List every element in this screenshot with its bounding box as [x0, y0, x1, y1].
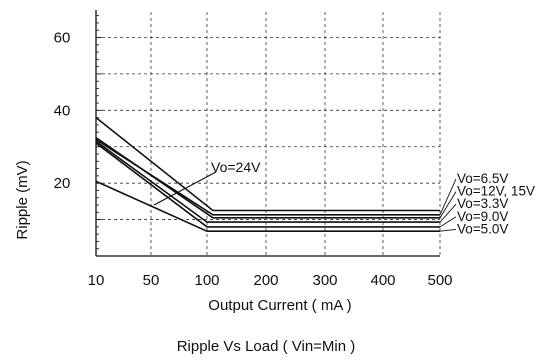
axes-layer: 10 50 100 200 300 400 500 20 40 60	[54, 10, 453, 289]
x-tick-label: 300	[312, 272, 337, 289]
x-tick-label: 200	[253, 272, 278, 289]
x-tick-label: 100	[194, 272, 219, 289]
series-line	[95, 140, 440, 223]
annotation-leader	[153, 171, 217, 206]
series-label: Vo=5.0V	[457, 221, 508, 236]
chart-title: Ripple Vs Load ( Vin=Min )	[177, 338, 356, 355]
series-label-leader	[439, 216, 457, 228]
series-label: Vo=9.0V	[457, 209, 508, 224]
x-tick-label: 500	[427, 272, 452, 289]
x-tick-label: 10	[88, 272, 105, 289]
series-label: Vo=3.3V	[457, 196, 508, 211]
x-tick-label: 400	[370, 272, 395, 289]
series-line	[95, 138, 440, 216]
x-axis-label: Output Current ( mA )	[208, 297, 351, 314]
series-line	[95, 116, 440, 212]
series-label-leader	[439, 178, 457, 216]
grid-layer	[96, 12, 441, 256]
series-label-leader	[439, 203, 457, 223]
series-label: Vo=12V, 15V	[457, 184, 535, 199]
series-line	[95, 142, 440, 228]
y-axis-label: Ripple (mV)	[14, 160, 31, 239]
y-tick-label: 60	[54, 29, 71, 46]
series-line	[95, 180, 440, 232]
x-tick-label: 50	[143, 272, 160, 289]
annotation-label: Vo=24V	[211, 159, 261, 175]
series-layer	[95, 116, 440, 232]
y-tick-label: 40	[54, 102, 71, 119]
y-tick-label: 20	[54, 175, 71, 192]
series-label: Vo=6.5V	[457, 171, 508, 186]
series-label-leader	[439, 228, 457, 232]
series-label-leader	[439, 191, 457, 218]
series-line	[95, 136, 440, 219]
